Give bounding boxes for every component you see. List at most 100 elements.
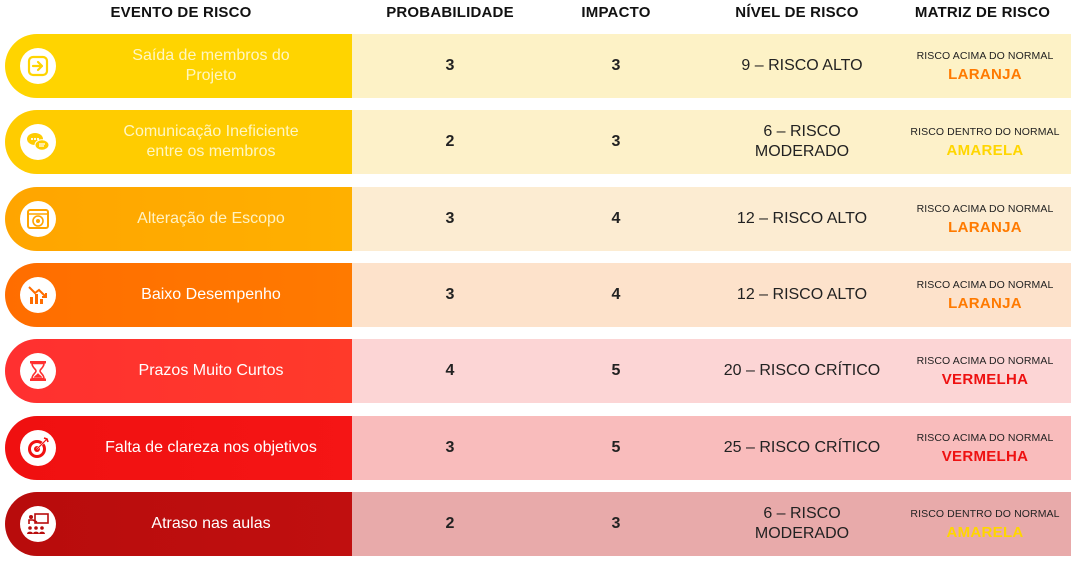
- risk-event-band: Alteração de Escopo: [5, 187, 352, 251]
- risk-event-line: Prazos Muito Curtos: [138, 362, 284, 379]
- risk-event-line: Alteração de Escopo: [137, 210, 285, 227]
- table-row: Comunicação Ineficiente entre os membros 2…: [5, 110, 1071, 174]
- impacto-cell: 5: [611, 439, 621, 456]
- risk-cells: 4 5 20 – RISCO CRÍTICO RISCO ACIMA DO NORMA…: [352, 339, 1071, 403]
- risk-event-line: Falta de clareza nos objetivos: [105, 439, 317, 456]
- nivel-line: MODERADO: [754, 143, 850, 160]
- matriz-color-label: LARANJA: [948, 218, 1022, 236]
- matriz-color-label: LARANJA: [948, 65, 1022, 83]
- table-row: Falta de clareza nos objetivos 3 5 25 – RIS…: [5, 416, 1071, 480]
- risk-event-label: Prazos Muito Curtos: [75, 339, 347, 403]
- header-impacto: IMPACTO: [581, 4, 651, 21]
- header-nivel: NÍVEL DE RISCO: [735, 4, 859, 21]
- risk-event-band: Falta de clareza nos objetivos: [5, 416, 352, 480]
- nivel-cell: 9 – RISCO ALTO: [714, 34, 890, 98]
- table-row: Saída de membros do Projeto 3 3 9 – RISCO AL…: [5, 34, 1071, 98]
- nivel-cell: 12 – RISCO ALTO: [714, 187, 890, 251]
- table-row: Prazos Muito Curtos 4 5 20 – RISCO CRÍTICO R…: [5, 339, 1071, 403]
- risk-event-label: Alteração de Escopo: [75, 187, 347, 251]
- matriz-description: RISCO DENTRO DO NORMAL: [910, 125, 1060, 138]
- nivel-line: 9 – RISCO ALTO: [741, 57, 863, 74]
- matriz-description: RISCO ACIMA DO NORMAL: [916, 278, 1054, 291]
- risk-event-band: Baixo Desempenho: [5, 263, 352, 327]
- risk-event-line: Saída de membros do: [132, 47, 290, 64]
- risk-cells: 3 3 9 – RISCO ALTO RISCO ACIMA DO NORMAL LAR…: [352, 34, 1071, 98]
- icon-circle: [20, 277, 56, 313]
- risk-event-band: Atraso nas aulas: [5, 492, 352, 556]
- matriz-color-label: VERMELHA: [941, 370, 1029, 388]
- risk-event-band: Saída de membros do Projeto: [5, 34, 352, 98]
- risk-event-label: Saída de membros do Projeto: [75, 34, 347, 98]
- matriz-cell: RISCO ACIMA DO NORMAL LARANJA: [900, 34, 1070, 98]
- risk-event-label: Falta de clareza nos objetivos: [75, 416, 347, 480]
- impacto-cell: 3: [611, 133, 621, 150]
- impacto-cell: 5: [611, 362, 621, 379]
- matriz-description: RISCO ACIMA DO NORMAL: [916, 354, 1054, 367]
- impacto-cell: 4: [611, 286, 621, 303]
- risk-cells: 2 3 6 – RISCO MODERADO RISCO DENTRO DO NORMA…: [352, 110, 1071, 174]
- matriz-description: RISCO ACIMA DO NORMAL: [916, 431, 1054, 444]
- risk-event-line: Projeto: [185, 67, 237, 84]
- nivel-cell: 25 – RISCO CRÍTICO: [714, 416, 890, 480]
- risk-event-line: Atraso nas aulas: [151, 515, 271, 532]
- table-row: Alteração de Escopo 3 4 12 – RISCO ALTO RISC…: [5, 187, 1071, 251]
- icon-circle: [20, 48, 56, 84]
- risk-event-band: Comunicação Ineficiente entre os membros: [5, 110, 352, 174]
- table-row: Atraso nas aulas 2 3 6 – RISCO MODERADO RISCO…: [5, 492, 1071, 556]
- icon-circle: [20, 430, 56, 466]
- risk-event-line: entre os membros: [146, 143, 276, 160]
- risk-cells: 3 4 12 – RISCO ALTO RISCO ACIMA DO NORMAL LA…: [352, 187, 1071, 251]
- impacto-cell: 3: [611, 515, 621, 532]
- risk-cells: 3 5 25 – RISCO CRÍTICO RISCO ACIMA DO NORMA…: [352, 416, 1071, 480]
- matriz-cell: RISCO ACIMA DO NORMAL VERMELHA: [900, 416, 1070, 480]
- nivel-line: 6 – RISCO: [763, 505, 841, 522]
- risk-event-label: Comunicação Ineficiente entre os membros: [75, 110, 347, 174]
- matriz-color-label: VERMELHA: [941, 447, 1029, 465]
- matriz-cell: RISCO ACIMA DO NORMAL VERMELHA: [900, 339, 1070, 403]
- nivel-cell: 6 – RISCO MODERADO: [714, 492, 890, 556]
- matriz-color-label: LARANJA: [948, 294, 1022, 312]
- icon-circle: [20, 201, 56, 237]
- nivel-line: MODERADO: [754, 525, 850, 542]
- matriz-description: RISCO ACIMA DO NORMAL: [916, 49, 1054, 62]
- matriz-cell: RISCO ACIMA DO NORMAL LARANJA: [900, 187, 1070, 251]
- header-evento: EVENTO DE RISCO: [110, 4, 252, 21]
- nivel-line: 20 – RISCO CRÍTICO: [723, 362, 881, 379]
- probabilidade-cell: 3: [445, 439, 455, 456]
- nivel-line: 6 – RISCO: [763, 123, 841, 140]
- probabilidade-cell: 2: [445, 515, 455, 532]
- table-row: Baixo Desempenho 3 4 12 – RISCO ALTO RISCO A…: [5, 263, 1071, 327]
- matriz-description: RISCO ACIMA DO NORMAL: [916, 202, 1054, 215]
- risk-cells: 3 4 12 – RISCO ALTO RISCO ACIMA DO NORMAL LA…: [352, 263, 1071, 327]
- icon-circle: [20, 124, 56, 160]
- icon-circle: [20, 353, 56, 389]
- risk-cells: 2 3 6 – RISCO MODERADO RISCO DENTRO DO NORMA…: [352, 492, 1071, 556]
- probabilidade-cell: 3: [445, 286, 455, 303]
- matriz-cell: RISCO ACIMA DO NORMAL LARANJA: [900, 263, 1070, 327]
- nivel-cell: 12 – RISCO ALTO: [714, 263, 890, 327]
- nivel-line: 25 – RISCO CRÍTICO: [723, 439, 881, 456]
- risk-event-label: Baixo Desempenho: [75, 263, 347, 327]
- header-probabilidade: PROBABILIDADE: [386, 4, 514, 21]
- nivel-cell: 20 – RISCO CRÍTICO: [714, 339, 890, 403]
- probabilidade-cell: 2: [445, 133, 455, 150]
- risk-event-band: Prazos Muito Curtos: [5, 339, 352, 403]
- probabilidade-cell: 3: [445, 210, 455, 227]
- risk-event-line: Baixo Desempenho: [141, 286, 281, 303]
- risk-event-line: Comunicação Ineficiente: [123, 123, 299, 140]
- matriz-cell: RISCO DENTRO DO NORMAL AMARELA: [900, 110, 1070, 174]
- matriz-color-label: AMARELA: [946, 141, 1024, 159]
- nivel-line: 12 – RISCO ALTO: [736, 210, 868, 227]
- header-matriz: MATRIZ DE RISCO: [914, 4, 1051, 21]
- nivel-cell: 6 – RISCO MODERADO: [714, 110, 890, 174]
- matriz-color-label: AMARELA: [946, 523, 1024, 541]
- impacto-cell: 4: [611, 210, 621, 227]
- icon-circle: [20, 506, 56, 542]
- matriz-description: RISCO DENTRO DO NORMAL: [910, 507, 1060, 520]
- risk-event-label: Atraso nas aulas: [75, 492, 347, 556]
- probabilidade-cell: 3: [445, 57, 455, 74]
- impacto-cell: 3: [611, 57, 621, 74]
- matriz-cell: RISCO DENTRO DO NORMAL AMARELA: [900, 492, 1070, 556]
- probabilidade-cell: 4: [445, 362, 455, 379]
- nivel-line: 12 – RISCO ALTO: [736, 286, 868, 303]
